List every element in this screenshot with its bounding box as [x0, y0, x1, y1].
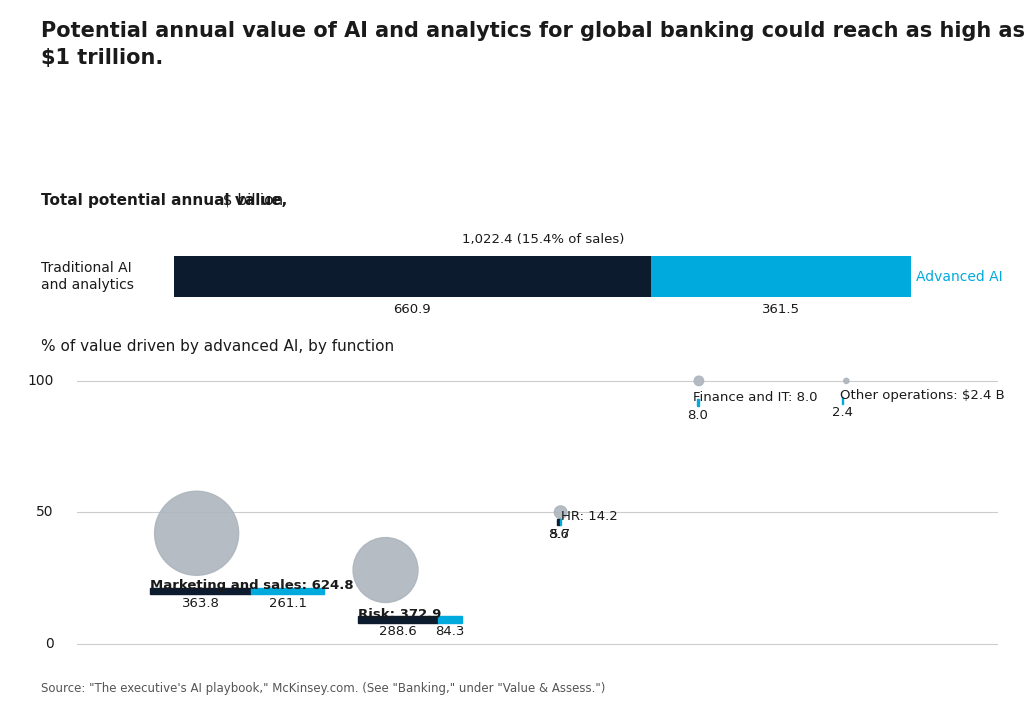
Text: Advanced AI: Advanced AI: [916, 270, 1004, 284]
Ellipse shape: [844, 379, 849, 384]
Bar: [560, 519, 561, 525]
Text: Finance and IT: 8.0: Finance and IT: 8.0: [693, 391, 818, 404]
Bar: [150, 588, 251, 595]
Text: % of value driven by advanced AI, by function: % of value driven by advanced AI, by fun…: [41, 339, 394, 354]
Text: 50: 50: [36, 506, 53, 519]
Bar: [557, 519, 560, 525]
Text: 84.3: 84.3: [435, 625, 465, 638]
Ellipse shape: [694, 376, 703, 386]
Text: Potential annual value of AI and analytics for global banking could reach as hig: Potential annual value of AI and analyti…: [41, 21, 1024, 68]
Text: 363.8: 363.8: [181, 597, 219, 610]
Text: Traditional AI
and analytics: Traditional AI and analytics: [41, 261, 134, 292]
Text: 8.6: 8.6: [548, 528, 569, 541]
Bar: [438, 616, 462, 623]
Text: 361.5: 361.5: [762, 304, 800, 317]
Text: 288.6: 288.6: [379, 625, 417, 638]
Text: 8.0: 8.0: [687, 409, 708, 421]
Text: 1,022.4 (15.4% of sales): 1,022.4 (15.4% of sales): [462, 233, 624, 246]
Text: Risk: 372.9: Risk: 372.9: [357, 607, 441, 621]
Text: HR: 14.2: HR: 14.2: [561, 511, 618, 523]
Text: 5.7: 5.7: [550, 528, 571, 541]
Text: Total potential annual value,: Total potential annual value,: [41, 193, 287, 207]
Text: $ billion: $ billion: [213, 193, 284, 207]
Text: Marketing and sales: 624.8: Marketing and sales: 624.8: [150, 579, 353, 593]
Bar: [174, 256, 650, 297]
Ellipse shape: [554, 506, 567, 518]
Bar: [357, 616, 438, 623]
Text: 2.4: 2.4: [833, 406, 853, 419]
Bar: [251, 588, 325, 595]
Text: Other operations: $2.4 B: Other operations: $2.4 B: [840, 389, 1005, 401]
Text: 0: 0: [45, 637, 53, 650]
Text: 100: 100: [28, 374, 53, 388]
Text: 660.9: 660.9: [393, 304, 431, 317]
Ellipse shape: [353, 538, 418, 602]
Ellipse shape: [155, 491, 239, 575]
Text: Source: "The executive's AI playbook," McKinsey.com. (See "Banking," under "Valu: Source: "The executive's AI playbook," M…: [41, 682, 605, 695]
Bar: [650, 256, 911, 297]
Text: 261.1: 261.1: [268, 597, 307, 610]
Bar: [696, 399, 698, 406]
